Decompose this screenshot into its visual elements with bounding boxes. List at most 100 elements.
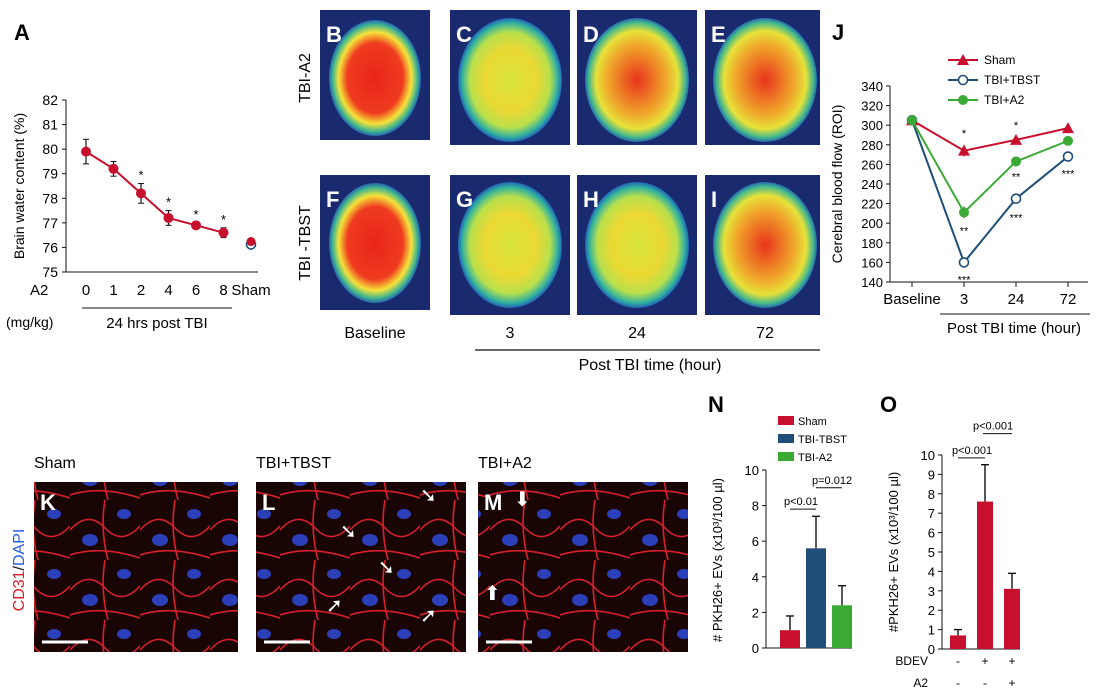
- y-tick-label: 79: [42, 166, 58, 182]
- data-point: [1010, 133, 1022, 145]
- y-tick-label: 80: [42, 141, 58, 157]
- svg-text:➘: ➘: [378, 557, 395, 579]
- heatmap-xlabel: Post TBI time (hour): [579, 357, 722, 374]
- data-point: [1010, 193, 1022, 204]
- y-tick-label: 10: [921, 448, 935, 463]
- series-line-0: [911, 119, 1069, 152]
- y-tick-label: 6: [752, 534, 759, 549]
- title-sham: Sham: [34, 455, 76, 472]
- series-line-1: [911, 119, 1069, 265]
- legend-label: TBI-A2: [798, 452, 832, 464]
- row2-sign: -: [956, 676, 960, 690]
- x-tick-label: 1: [109, 282, 117, 299]
- row2-sign: -: [983, 676, 987, 690]
- y-tick-label: 1: [928, 623, 935, 638]
- row-label-tbi-tbst: TBI -TBST: [297, 205, 314, 281]
- data-point: [163, 212, 174, 223]
- col-label-baseline: Baseline: [344, 325, 405, 342]
- micro-k: K: [34, 482, 238, 652]
- significance-mark: **: [1012, 171, 1021, 183]
- row1-label: BDEV: [895, 654, 928, 668]
- unit-label: (mg/kg): [6, 314, 53, 330]
- x-tick-label: 24: [1008, 291, 1025, 308]
- x-tick-label: Sham: [231, 282, 270, 299]
- bar: [832, 605, 852, 648]
- svg-text:B: B: [326, 22, 342, 47]
- y-tick-label: 6: [928, 526, 935, 541]
- data-point: [191, 220, 201, 231]
- y-tick-label: 5: [928, 545, 935, 560]
- y-tick-label: 76: [42, 239, 58, 255]
- bar: [1004, 588, 1020, 649]
- data-point: [958, 144, 970, 156]
- x-tick-label: 2: [137, 282, 145, 299]
- legend-swatch: [778, 416, 794, 425]
- y-tick-label: 4: [752, 570, 759, 585]
- bar: [780, 630, 800, 648]
- svg-text:G: G: [456, 187, 473, 212]
- significance-mark: *: [221, 212, 226, 227]
- chart-cerebral-blood-flow: 140 160 180 200 220 240 260 280 300 320 340 Cerebra…: [829, 53, 1090, 337]
- row1-sign: -: [956, 654, 960, 668]
- x-tick-label: 72: [1060, 291, 1077, 308]
- y-tick-label: 220: [861, 197, 883, 212]
- significance-mark: ***: [958, 274, 972, 286]
- svg-text:H: H: [583, 187, 599, 212]
- legend-marker: [958, 95, 968, 105]
- heatmap-panel: B C D E F G H: [280, 0, 825, 380]
- row2-sign: +: [1008, 676, 1015, 690]
- significance-mark: *: [138, 168, 143, 183]
- title-tbi-a2: TBI+A2: [478, 455, 532, 472]
- x-tick-label: 0: [82, 282, 90, 299]
- y-tick-label: 4: [928, 564, 935, 579]
- y-tick-label: 7: [928, 506, 935, 521]
- y-tick-label: 0: [752, 641, 759, 656]
- p-value-1: p<0.001: [952, 445, 992, 457]
- svg-text:F: F: [326, 187, 339, 212]
- bar: [950, 635, 966, 649]
- data-point: [958, 257, 970, 268]
- micro-l: L ➘ ➘ ➘ ➚ ➚: [256, 482, 466, 652]
- x-tick-label: 4: [164, 282, 172, 299]
- y-tick-label: 0: [928, 642, 935, 657]
- microscopy-svg: Sham TBI+TBST TBI+A2 K L ➘ ➘ ➘ ➚ ➚ M ⬇ ⬆…: [11, 455, 688, 652]
- p-value-2: p<0.001: [973, 421, 1013, 433]
- y-tick-label: 10: [745, 463, 759, 478]
- y-tick-label: 82: [42, 92, 58, 108]
- bar: [806, 548, 826, 648]
- row-label-tbi-a2: TBI-A2: [297, 53, 314, 103]
- legend-swatch: [778, 452, 794, 461]
- heatmap-c: C: [450, 10, 570, 145]
- data-point: [136, 188, 146, 199]
- a2-label: A2: [30, 282, 48, 299]
- heatmap-b: B: [320, 10, 430, 140]
- y-tick-label: 9: [928, 467, 935, 482]
- legend-marker: [957, 54, 969, 65]
- row1-sign: +: [981, 654, 988, 668]
- data-point: [81, 146, 91, 157]
- significance-mark: ***: [1010, 213, 1024, 225]
- heatmap-e: E: [705, 10, 825, 145]
- y-tick-label: 75: [42, 264, 58, 280]
- svg-text:⬇: ⬇: [514, 489, 531, 511]
- svg-text:I: I: [711, 187, 717, 212]
- svg-text:M: M: [484, 490, 502, 515]
- svg-text:⬆: ⬆: [484, 583, 501, 605]
- significance-mark: ***: [1062, 169, 1076, 181]
- significance-mark: *: [1014, 120, 1019, 132]
- legend-label: TBI+TBST: [984, 73, 1041, 87]
- x-tick-label: 6: [192, 282, 200, 299]
- svg-text:C: C: [456, 22, 472, 47]
- data-point: [907, 115, 917, 126]
- col-label-72: 72: [756, 325, 774, 342]
- svg-text:➘: ➘: [340, 521, 357, 543]
- legend-label: Sham: [798, 416, 827, 428]
- y-tick-label: 3: [928, 584, 935, 599]
- heatmap-g: G: [450, 175, 570, 315]
- row1-sign: +: [1008, 654, 1015, 668]
- legend-marker: [957, 74, 969, 86]
- legend-label: Sham: [984, 53, 1015, 67]
- legend-label: TBI+A2: [984, 93, 1025, 107]
- y-tick-label: 280: [861, 138, 883, 153]
- col-label-3: 3: [506, 325, 515, 342]
